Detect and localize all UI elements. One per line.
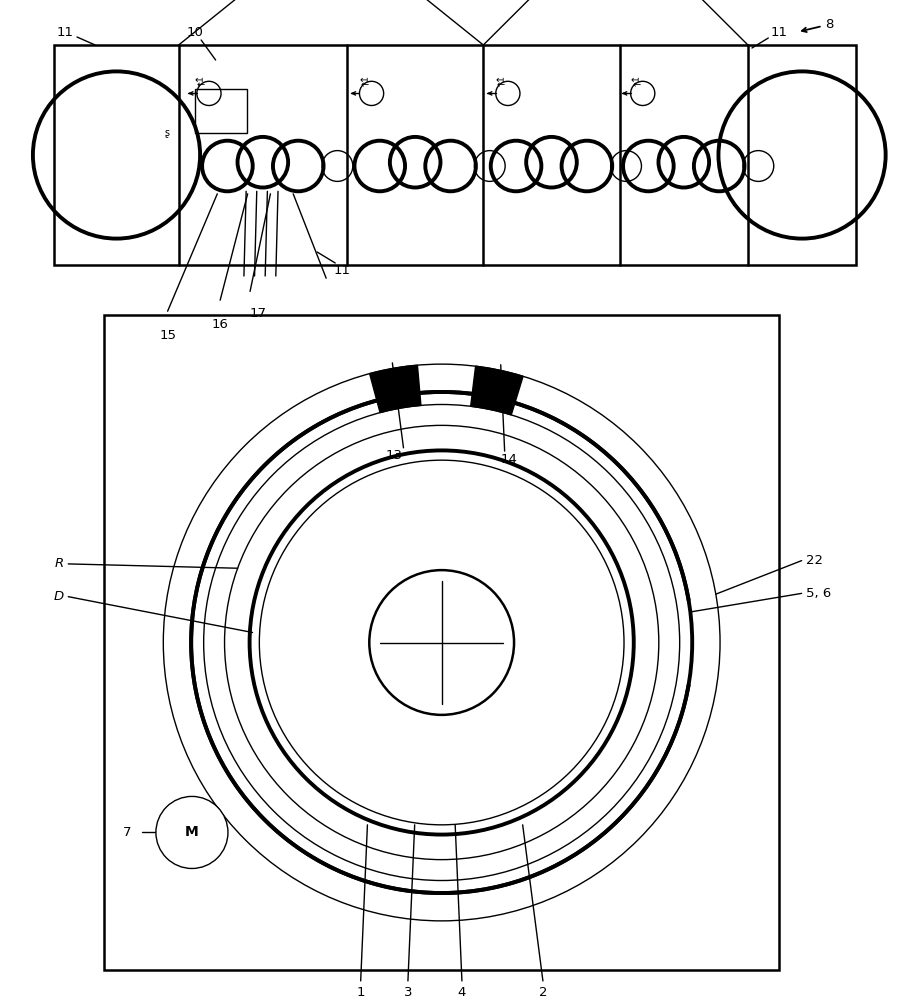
Text: 14: 14 [501, 453, 517, 466]
Text: 8: 8 [824, 17, 834, 30]
Bar [54, 45, 856, 265]
Text: ←: ← [197, 81, 205, 91]
Text: D: D [53, 590, 63, 603]
Text: 22: 22 [806, 554, 824, 567]
Text: ←: ← [497, 81, 506, 91]
Text: ↤: ↤ [360, 75, 368, 85]
Text: ↤: ↤ [195, 75, 203, 85]
Text: ʂ: ʂ [164, 128, 169, 138]
Text: 17: 17 [250, 307, 266, 320]
Text: ←: ← [361, 81, 369, 91]
Text: 13: 13 [386, 449, 403, 462]
Text: ↤: ↤ [496, 75, 504, 85]
Bar [195, 89, 246, 133]
Polygon shape [370, 365, 421, 413]
Text: 11: 11 [771, 26, 787, 39]
Text: 5, 6: 5, 6 [806, 587, 832, 600]
Text: 16: 16 [212, 318, 228, 331]
Text: M: M [185, 825, 198, 839]
Bar [104, 315, 779, 970]
Text: 11: 11 [57, 26, 73, 39]
Text: 15: 15 [159, 329, 176, 342]
Text: 11: 11 [334, 263, 351, 276]
Text: 3: 3 [404, 986, 412, 999]
Text: 2: 2 [539, 986, 547, 999]
Text: ←: ← [632, 81, 641, 91]
Text: 4: 4 [458, 986, 466, 999]
Text: 1: 1 [356, 986, 365, 999]
Circle shape [156, 796, 228, 868]
Text: R: R [54, 557, 63, 570]
Text: ↤: ↤ [631, 75, 639, 85]
Text: 10: 10 [187, 26, 203, 39]
Text: 7: 7 [123, 826, 131, 839]
Polygon shape [471, 366, 523, 415]
